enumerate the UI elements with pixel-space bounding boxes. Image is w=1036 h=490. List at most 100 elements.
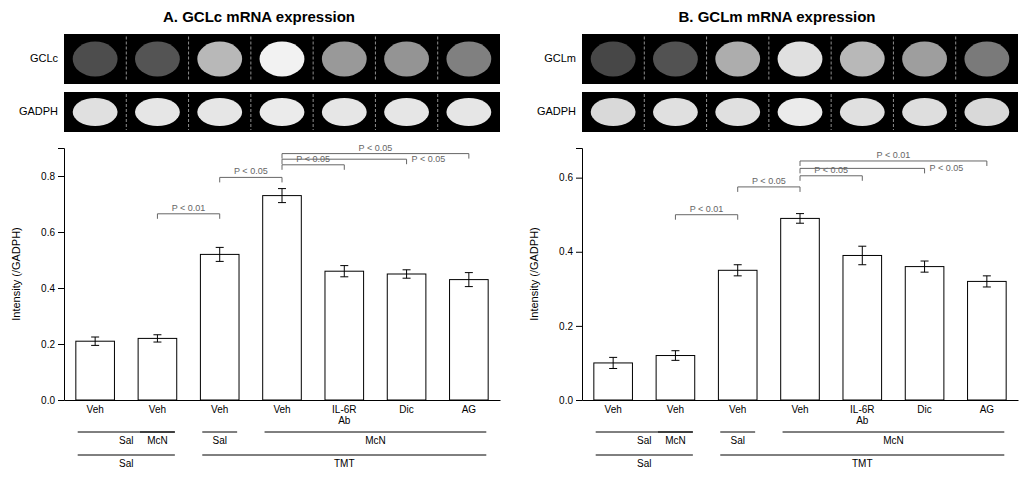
gel-band	[778, 98, 823, 126]
error-bar-cap	[403, 269, 411, 270]
significance-bracket	[220, 177, 282, 182]
x-tick-label: IL-6RAb	[332, 404, 356, 426]
error-bar-cap	[796, 223, 804, 224]
x-tick: IL-6RAb	[850, 404, 874, 426]
group-label: Sal	[119, 435, 133, 446]
error-bar-cap	[91, 345, 99, 346]
title: B. GCLm mRNA expression	[679, 8, 876, 25]
x-tick-label-line: AG	[980, 404, 995, 415]
group-label: McN	[665, 435, 686, 446]
gel-band	[135, 42, 180, 77]
bar	[76, 341, 115, 400]
y-tick-label: 0.4	[41, 283, 55, 294]
gel-separator	[375, 94, 376, 130]
x-tick-label: Veh	[273, 404, 290, 415]
bar	[138, 338, 177, 400]
group-line	[140, 432, 175, 433]
x-tick-label-line: Dic	[917, 404, 931, 415]
gel-separator	[644, 37, 645, 82]
error-bar-cap	[609, 368, 617, 369]
gel-separator	[188, 94, 189, 130]
gel-band	[260, 42, 305, 77]
error-bar	[671, 351, 679, 361]
y-tick: 0.4	[41, 283, 64, 294]
gel-separator	[768, 94, 769, 130]
x-axis: VehVehVehVehIL-6RAbDicAG	[65, 401, 501, 427]
error-bar-cap	[983, 275, 991, 276]
x-axis-line	[583, 400, 1019, 401]
error-bar	[91, 337, 99, 345]
group-label: McN	[883, 435, 904, 446]
error-bar-cap	[216, 247, 224, 248]
gel-band	[591, 98, 636, 126]
gel-band	[446, 98, 491, 126]
error-bar-stem	[800, 214, 801, 224]
group-line	[720, 455, 1004, 456]
significance-bracket	[157, 214, 219, 219]
chart-canvas: GCLcGADPH0.00.20.40.60.8Intensity (/GADP…	[0, 0, 1036, 490]
gel-separator	[250, 94, 251, 130]
error-bar-cap	[278, 202, 286, 203]
x-tick-label: Veh	[667, 404, 684, 415]
error-bar-cap	[465, 272, 473, 273]
x-tick-label: AG	[980, 404, 995, 415]
error-bar-cap	[91, 337, 99, 338]
gel-background	[582, 34, 1018, 84]
title: A. GCLc mRNA expression	[163, 8, 355, 25]
error-bar-cap	[153, 342, 161, 343]
gel-label: GCLc	[30, 52, 59, 64]
significance-label: P < 0.05	[234, 166, 268, 176]
clip-wrap	[594, 214, 1006, 400]
x-tick-label-line: IL-6R	[850, 404, 874, 415]
gel-band	[902, 98, 947, 126]
group-label: TMT	[852, 458, 873, 469]
gel-band	[135, 98, 180, 126]
error-bar	[216, 247, 224, 261]
x-tick-label: Dic	[399, 404, 413, 415]
bars	[594, 214, 1006, 400]
error-bar-cap	[858, 246, 866, 247]
x-tick-label-line: Ab	[338, 415, 351, 426]
significance-label: P < 0.01	[877, 150, 911, 160]
gel-band	[446, 42, 491, 77]
error-bar	[403, 270, 411, 278]
group-label: Sal	[212, 435, 226, 446]
x-tick-label: Veh	[211, 404, 228, 415]
panel: GCLmGADPH0.00.20.40.6Intensity (/GADPH)V…	[528, 8, 1019, 469]
gel-separator	[644, 94, 645, 130]
y-tick-mark	[58, 344, 64, 345]
x-tick-label-line: Veh	[667, 404, 684, 415]
x-tick: Veh	[791, 404, 808, 415]
y-axis-title: Intensity (/GADPH)	[10, 227, 22, 321]
group-line	[720, 432, 755, 433]
panel-inner: GCLcGADPH0.00.20.40.60.8Intensity (/GADP…	[10, 34, 501, 469]
group-label: Sal	[119, 458, 133, 469]
gel-separator	[955, 94, 956, 130]
x-tick: Dic	[917, 404, 931, 415]
error-bar-stem	[675, 351, 676, 361]
gel-band	[902, 42, 947, 77]
y-tick: 0.2	[559, 321, 582, 332]
gel-band	[840, 42, 885, 77]
group-line	[202, 432, 237, 433]
x-tick-label: Veh	[605, 404, 622, 415]
y-axis-title: Intensity (/GADPH)	[528, 227, 540, 321]
gel-separator	[126, 37, 127, 82]
error-bar-stem	[282, 189, 283, 203]
x-tick-label-line: Veh	[211, 404, 228, 415]
y-tick: 0.4	[559, 246, 582, 257]
significance-bracket	[282, 159, 407, 164]
x-tick-label-line: Ab	[856, 415, 869, 426]
error-bar-cap	[671, 350, 679, 351]
error-bar	[153, 335, 161, 342]
gel-separator	[313, 37, 314, 82]
gel-separator	[955, 37, 956, 82]
y-tick-label: 0.2	[559, 321, 573, 332]
group-label: TMT	[334, 458, 355, 469]
gel-row: GADPH	[537, 92, 1018, 132]
error-bar-cap	[921, 261, 929, 262]
x-tick-label: Veh	[729, 404, 746, 415]
error-bar	[921, 261, 929, 272]
gel-row: GCLc	[30, 34, 500, 84]
group-line	[658, 432, 693, 433]
